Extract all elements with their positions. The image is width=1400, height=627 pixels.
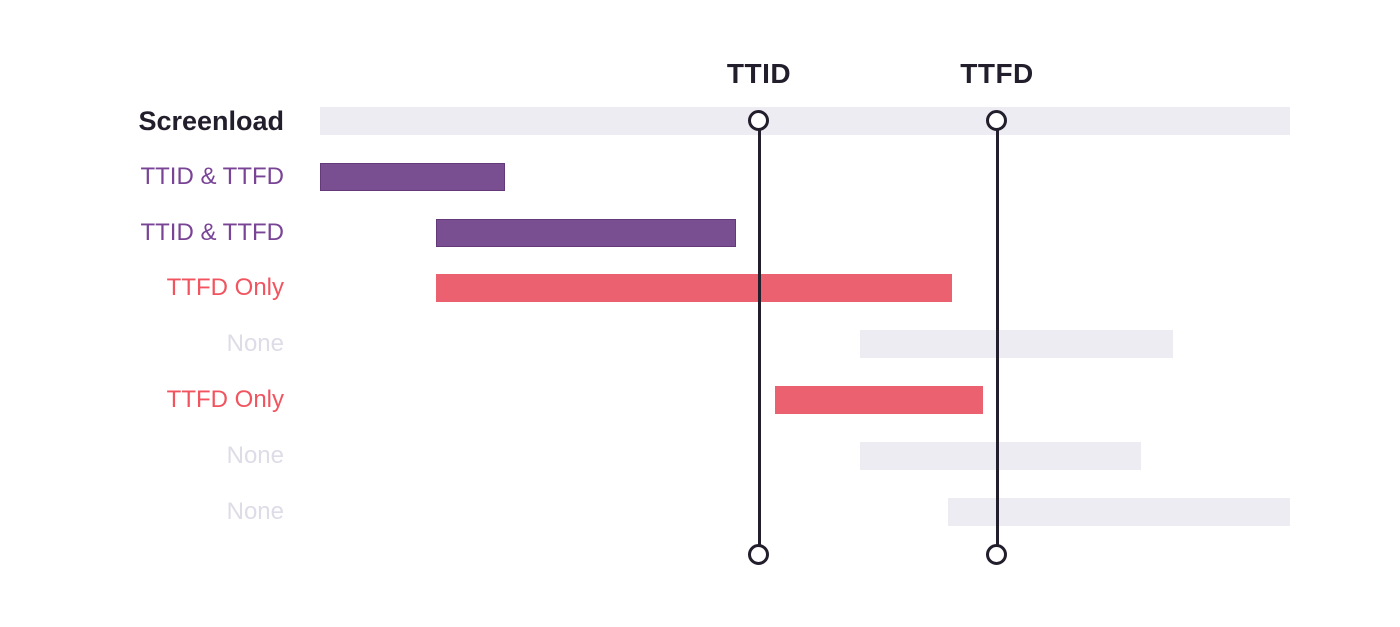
marker-line-ttid — [757, 121, 761, 555]
timeline-bar-7 — [948, 497, 1290, 526]
row-label-none-4: None — [226, 330, 284, 358]
marker-dot-ttfd-bottom — [986, 544, 1007, 565]
row-label-screenload-0: Screenload — [138, 106, 284, 136]
marker-label-ttfd: TTFD — [960, 58, 1034, 89]
row-label-none-6: None — [226, 441, 284, 469]
row-label-none-7: None — [226, 497, 284, 525]
marker-dot-ttid-bottom — [748, 544, 769, 565]
timeline-bar-2 — [436, 218, 736, 247]
timeline-bar-4 — [860, 330, 1173, 359]
row-label-ttfd_only-5: TTFD Only — [166, 386, 284, 413]
timeline-bar-5 — [775, 386, 983, 414]
timeline-bar-1 — [320, 162, 505, 191]
timeline-bar-0 — [320, 107, 1290, 135]
marker-dot-ttfd-top — [986, 110, 1007, 131]
timeline-bar-6 — [860, 441, 1141, 470]
row-label-ttid_ttfd-1: TTID & TTFD — [140, 162, 284, 190]
row-label-ttid_ttfd-2: TTID & TTFD — [140, 218, 284, 246]
row-label-ttfd_only-3: TTFD Only — [166, 274, 284, 302]
marker-dot-ttid-top — [748, 110, 769, 131]
marker-line-ttfd — [995, 121, 999, 555]
timeline-bar-3 — [436, 274, 952, 303]
marker-label-ttid: TTID — [726, 58, 792, 89]
